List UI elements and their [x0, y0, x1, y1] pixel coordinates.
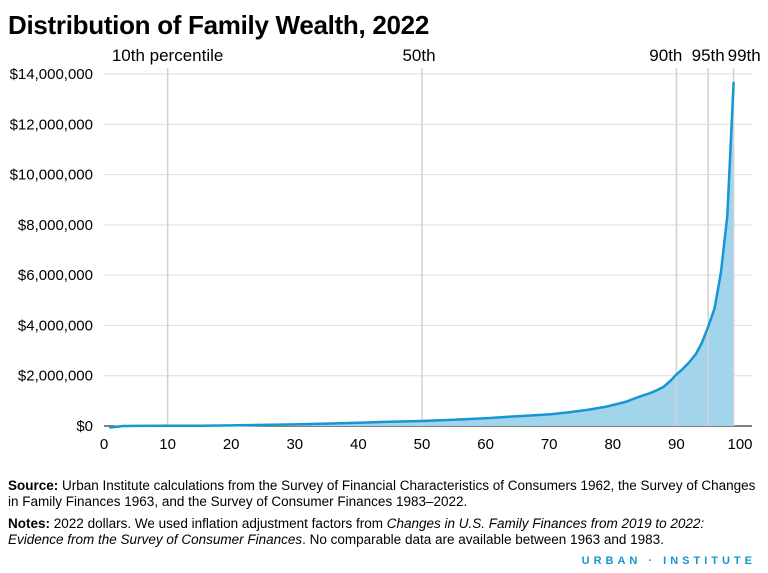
- x-tick-label: 70: [541, 436, 558, 453]
- reference-label-p95: 95th: [692, 46, 725, 65]
- gridlines: [104, 73, 752, 427]
- source-text: Urban Institute calculations from the Su…: [8, 478, 756, 509]
- notes-label: Notes:: [8, 516, 51, 531]
- wealth-distribution-chart: $0 $2,000,000 $4,000,000 $6,000,000 $8,000,0…: [10, 46, 761, 453]
- x-tick-label: 10: [159, 436, 176, 453]
- area-fill-path: [110, 82, 734, 428]
- x-tick-label: 30: [286, 436, 303, 453]
- area-fill: [110, 82, 734, 428]
- x-tick-label: 40: [350, 436, 367, 453]
- x-axis-tick-labels: 0 10 20 30 40 50 60 70 80 90 100: [100, 436, 753, 453]
- x-tick-label: 80: [604, 436, 621, 453]
- notes-text-2: . No comparable data are available betwe…: [302, 532, 664, 547]
- reference-label-p10: 10th percentile: [112, 46, 224, 65]
- x-tick-label: 100: [727, 436, 752, 453]
- percentile-labels: 10th percentile 50th 90th 95th 99th: [112, 46, 761, 65]
- percentile-reference-lines: [166, 68, 735, 426]
- reference-label-p90: 90th: [649, 46, 682, 65]
- y-tick-label: $0: [76, 418, 93, 435]
- brand-left: URBAN: [581, 555, 642, 567]
- urban-institute-logo: URBAN · INSTITUTE: [582, 555, 756, 567]
- chart-title: Distribution of Family Wealth, 2022: [8, 10, 429, 40]
- reference-label-p99: 99th: [728, 46, 761, 65]
- x-tick-label: 0: [100, 436, 108, 453]
- notes: Notes: 2022 dollars. We used inflation a…: [8, 516, 760, 548]
- y-tick-label: $4,000,000: [18, 317, 93, 334]
- notes-report-title: Changes in U.S. Family Finances from 201…: [8, 516, 705, 547]
- y-tick-label: $6,000,000: [18, 267, 93, 284]
- y-axis-tick-labels: $0 $2,000,000 $4,000,000 $6,000,000 $8,000,0…: [10, 66, 93, 435]
- x-tick-label: 20: [223, 436, 240, 453]
- x-tick-label: 50: [414, 436, 431, 453]
- x-tick-label: 60: [477, 436, 494, 453]
- wealth-series-line: [109, 81, 735, 429]
- x-tick-label: 90: [668, 436, 685, 453]
- source-label: Source:: [8, 478, 59, 493]
- reference-label-p50: 50th: [402, 46, 435, 65]
- y-tick-label: $2,000,000: [18, 368, 93, 385]
- brand-separator: ·: [648, 555, 657, 567]
- source-note: Source: Urban Institute calculations fro…: [8, 478, 760, 510]
- y-tick-label: $10,000,000: [10, 167, 93, 184]
- y-tick-label: $8,000,000: [18, 217, 93, 234]
- series-line: [109, 81, 735, 429]
- brand-right: INSTITUTE: [663, 555, 756, 567]
- y-tick-label: $12,000,000: [10, 116, 93, 133]
- notes-text-1: 2022 dollars. We used inflation adjustme…: [53, 516, 383, 531]
- y-tick-label: $14,000,000: [10, 66, 93, 83]
